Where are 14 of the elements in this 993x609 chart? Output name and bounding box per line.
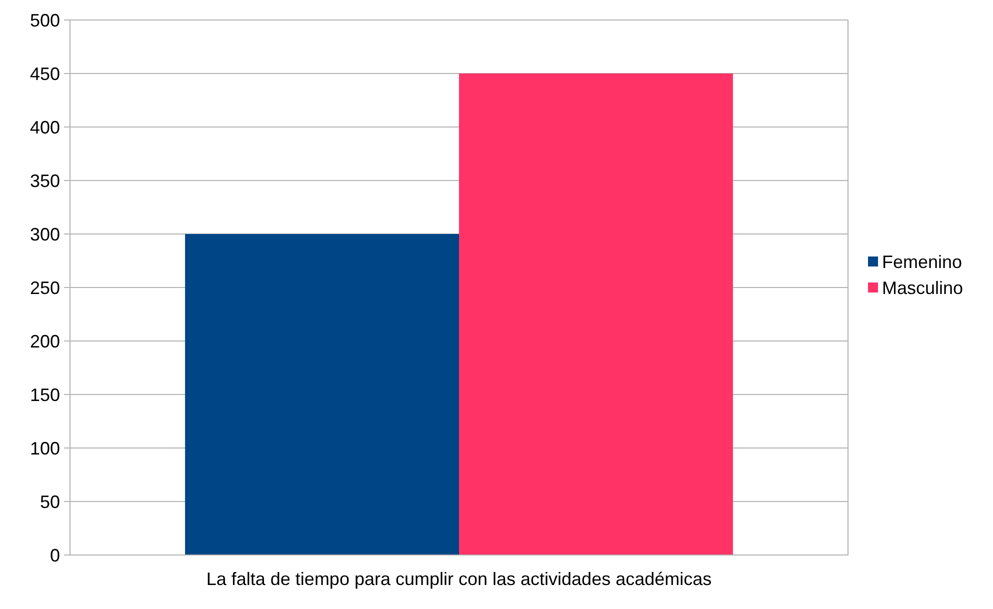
legend-label: Femenino xyxy=(882,252,962,272)
y-tick-label: 450 xyxy=(30,64,60,84)
y-tick-label: 350 xyxy=(30,170,60,191)
y-tick-label: 200 xyxy=(30,331,60,352)
y-tick-label: 0 xyxy=(50,545,60,566)
y-tick-label: 250 xyxy=(30,278,60,298)
y-tick-label: 500 xyxy=(30,10,60,30)
y-tick-label: 50 xyxy=(40,492,60,512)
y-tick-label: 100 xyxy=(30,438,60,458)
y-tick-label: 150 xyxy=(30,384,60,405)
legend-label: Masculino xyxy=(882,278,964,298)
y-tick-label: 400 xyxy=(30,117,60,138)
y-tick-label: 300 xyxy=(30,224,60,244)
x-tick-label: La falta de tiempo para cumplir con las actividades académicas xyxy=(206,569,712,589)
